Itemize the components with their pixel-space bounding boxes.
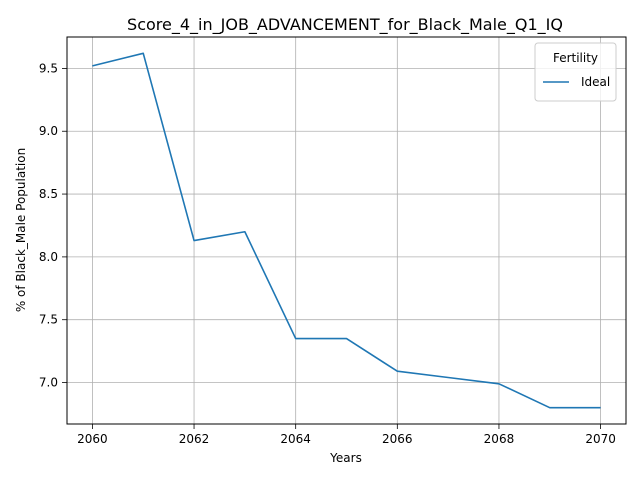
x-tick-label: 2064 [280,432,311,446]
x-axis-label: Years [329,451,362,465]
y-axis-label: % of Black_Male Population [14,148,28,312]
x-tick-label: 2060 [77,432,108,446]
legend-label: Ideal [581,75,610,89]
legend-title: Fertility [553,51,598,65]
plot-area [67,37,626,424]
x-tick-label: 2062 [179,432,210,446]
y-axis-ticks: 7.0 7.5 8.0 8.5 9.0 9.5 [39,61,67,390]
series-line [92,52,601,409]
chart-title: Score_4_in_JOB_ADVANCEMENT_for_Black_Mal… [127,15,563,35]
x-tick-label: 2068 [484,432,515,446]
x-axis-ticks: 2060 2062 2064 2066 2068 2070 [77,424,616,446]
legend-box [534,42,617,102]
y-tick-label: 7.5 [39,313,58,327]
y-tick-label: 9.5 [39,61,58,75]
plot-frame [66,36,627,425]
x-tick-label: 2066 [382,432,413,446]
y-tick-label: 8.0 [39,250,58,264]
y-tick-label: 7.0 [39,376,58,390]
legend: Fertility Ideal [534,42,617,102]
y-tick-label: 9.0 [39,124,58,138]
y-tick-label: 8.5 [39,187,58,201]
series-lines [92,52,601,409]
x-tick-label: 2070 [585,432,616,446]
